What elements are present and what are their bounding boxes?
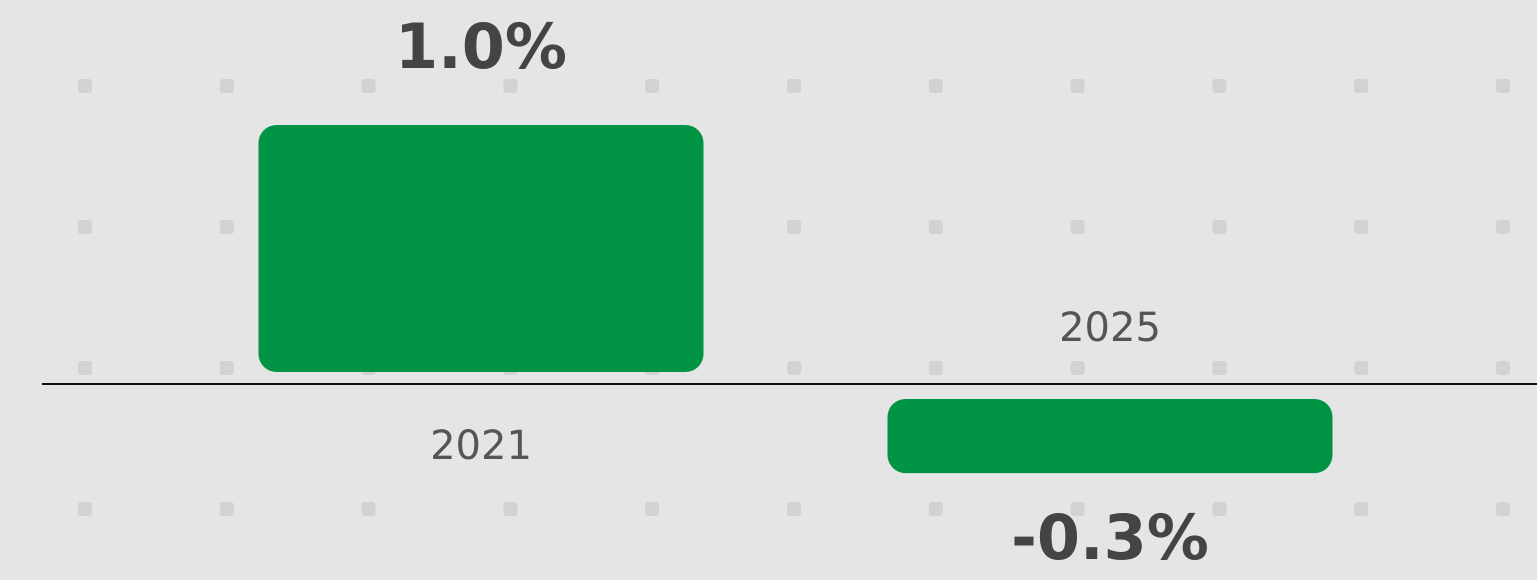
grid-dot <box>1496 220 1510 234</box>
grid-dot <box>503 502 518 516</box>
grid-dot <box>219 220 234 234</box>
grid-dot <box>503 79 518 93</box>
grid-dot <box>1070 361 1085 375</box>
bar <box>258 125 704 372</box>
grid-dot <box>1070 502 1085 516</box>
grid-dot <box>1354 502 1369 516</box>
grid-dot <box>787 361 801 375</box>
grid-dot <box>219 79 234 93</box>
grid-dot <box>78 361 92 375</box>
grid-dot <box>219 361 234 375</box>
grid-dot <box>645 502 660 516</box>
grid-dot <box>1354 361 1369 375</box>
grid-dot <box>1212 361 1227 375</box>
grid-dot <box>1496 502 1510 516</box>
value-label: 1.0% <box>395 10 567 83</box>
grid-dot <box>1212 502 1227 516</box>
grid-dot <box>928 361 943 375</box>
grid-dot <box>1212 79 1227 93</box>
grid-dot <box>1496 79 1510 93</box>
grid-dot <box>928 79 943 93</box>
grid-dot <box>78 79 92 93</box>
grid-dot <box>1070 220 1085 234</box>
grid-dot <box>1354 220 1369 234</box>
grid-dot <box>645 79 660 93</box>
category-label: 2021 <box>430 423 532 469</box>
grid-dot <box>219 502 234 516</box>
grid-dot <box>1354 79 1369 93</box>
grid-dot <box>1070 79 1085 93</box>
grid-dot <box>787 79 801 93</box>
grid-dot <box>787 502 801 516</box>
grid-dot <box>78 220 92 234</box>
grid-dot <box>1496 361 1510 375</box>
grid-dot <box>787 220 801 234</box>
category-label: 2025 <box>1059 305 1161 351</box>
grid-dot <box>1212 220 1227 234</box>
grid-dot <box>928 502 943 516</box>
dot-grid <box>78 79 1510 516</box>
value-label: -0.3% <box>1011 501 1209 574</box>
grid-dot <box>361 79 376 93</box>
grid-dot <box>78 502 92 516</box>
bar <box>887 399 1333 474</box>
grid-dot <box>361 502 376 516</box>
grid-dot <box>928 220 943 234</box>
